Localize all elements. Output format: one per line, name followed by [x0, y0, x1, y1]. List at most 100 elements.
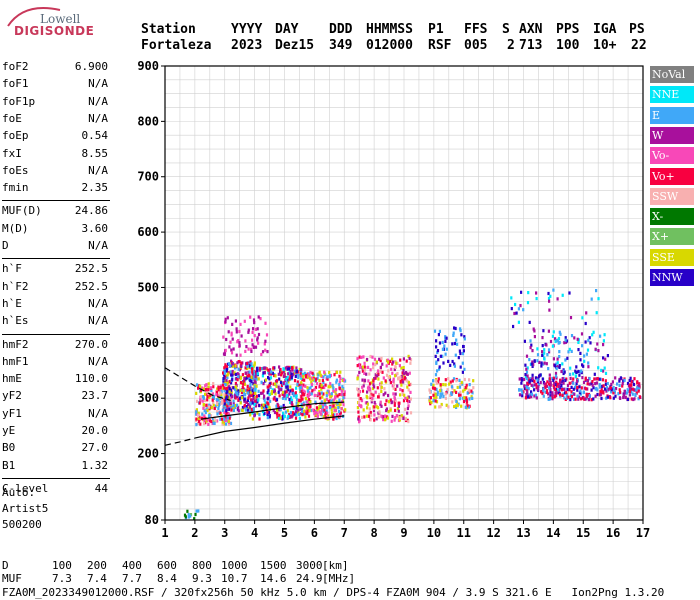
- echo-point: [553, 382, 556, 386]
- param-row-C-level: C-level 44: [2, 482, 108, 499]
- echo-point: [528, 393, 531, 397]
- echo-point: [290, 396, 293, 400]
- echo-point: [226, 389, 229, 394]
- echo-point: [611, 380, 614, 384]
- echo-point: [339, 370, 342, 374]
- echo-point: [366, 406, 369, 410]
- echo-point: [292, 411, 295, 415]
- echo-point: [194, 512, 197, 517]
- echo-point: [338, 398, 341, 402]
- echo-point: [214, 419, 218, 423]
- echo-point: [239, 364, 243, 368]
- echo-point: [373, 418, 376, 422]
- echo-point: [343, 390, 346, 394]
- echo-point: [387, 375, 390, 380]
- echo-point: [333, 389, 336, 393]
- echo-point: [587, 398, 590, 402]
- echo-point: [402, 357, 405, 361]
- echo-point: [319, 396, 322, 400]
- echo-point: [563, 341, 566, 345]
- echo-point: [380, 385, 383, 389]
- echo-point: [461, 352, 465, 356]
- echo-point: [577, 338, 580, 342]
- echo-point: [224, 395, 227, 399]
- echo-point: [286, 409, 289, 413]
- echo-point: [547, 296, 551, 301]
- param-name: foEp: [2, 129, 29, 143]
- param-row-yF1: yF1 N/A: [2, 407, 108, 424]
- echo-point: [235, 377, 238, 381]
- echo-point: [331, 411, 334, 415]
- echo-point: [457, 356, 460, 360]
- echo-point: [196, 383, 199, 387]
- echo-point: [542, 387, 545, 391]
- echo-point: [552, 383, 555, 388]
- echo-point: [437, 377, 440, 381]
- echo-point: [468, 378, 471, 382]
- echo-point: [207, 405, 210, 409]
- echo-point: [244, 407, 247, 411]
- echo-point: [606, 354, 609, 358]
- echo-point: [209, 393, 212, 397]
- echo-point: [200, 416, 203, 420]
- echo-point: [447, 377, 450, 381]
- echo-point: [554, 382, 557, 387]
- echo-point: [224, 317, 227, 321]
- echo-point: [575, 381, 578, 385]
- echo-point: [301, 393, 304, 397]
- echo-point: [289, 411, 292, 415]
- echo-point: [249, 413, 252, 417]
- echo-point: [290, 415, 293, 419]
- echo-point: [225, 365, 228, 369]
- echo-point: [220, 417, 224, 421]
- echo-point: [574, 374, 578, 378]
- echo-point: [243, 376, 246, 380]
- echo-point: [569, 398, 572, 402]
- d-value: 600: [157, 559, 177, 572]
- echo-point: [559, 393, 562, 397]
- param-name: h`E: [2, 296, 22, 310]
- echo-point: [598, 383, 601, 387]
- echo-point: [250, 387, 253, 391]
- echo-point: [209, 386, 212, 390]
- y-tick-label: 600: [137, 225, 159, 239]
- echo-point: [363, 365, 366, 369]
- echo-point: [372, 393, 375, 397]
- echo-point: [604, 357, 607, 361]
- echo-point: [330, 393, 333, 398]
- echo-point: [330, 392, 333, 396]
- echo-point: [458, 378, 461, 382]
- param-separator: [2, 333, 110, 335]
- echo-point: [614, 376, 617, 380]
- echo-point: [257, 389, 260, 393]
- echo-point: [361, 369, 364, 373]
- echo-point: [396, 361, 399, 365]
- echo-point: [229, 421, 233, 425]
- echo-point: [303, 378, 306, 382]
- echo-point: [310, 382, 314, 386]
- echo-point: [197, 509, 200, 513]
- x-tick-label: 17: [636, 526, 650, 540]
- echo-point: [289, 389, 292, 393]
- echo-point: [520, 388, 523, 392]
- echo-point: [520, 381, 523, 385]
- param-value: 24.86: [74, 204, 108, 218]
- echo-point: [533, 379, 536, 383]
- echo-point: [272, 408, 275, 412]
- echo-point: [382, 418, 385, 422]
- echo-point: [266, 391, 269, 395]
- echo-point: [338, 374, 341, 378]
- echo-point: [601, 390, 604, 394]
- param-name: B1: [2, 458, 16, 472]
- echo-point: [295, 386, 298, 390]
- echo-point: [219, 397, 223, 401]
- echo-point: [303, 371, 306, 375]
- echo-point: [225, 400, 228, 404]
- echo-point: [377, 406, 380, 410]
- echo-point: [463, 335, 466, 339]
- echo-point: [318, 392, 321, 396]
- echo-point: [207, 388, 210, 392]
- echo-point: [369, 396, 372, 400]
- echo-point: [572, 377, 575, 381]
